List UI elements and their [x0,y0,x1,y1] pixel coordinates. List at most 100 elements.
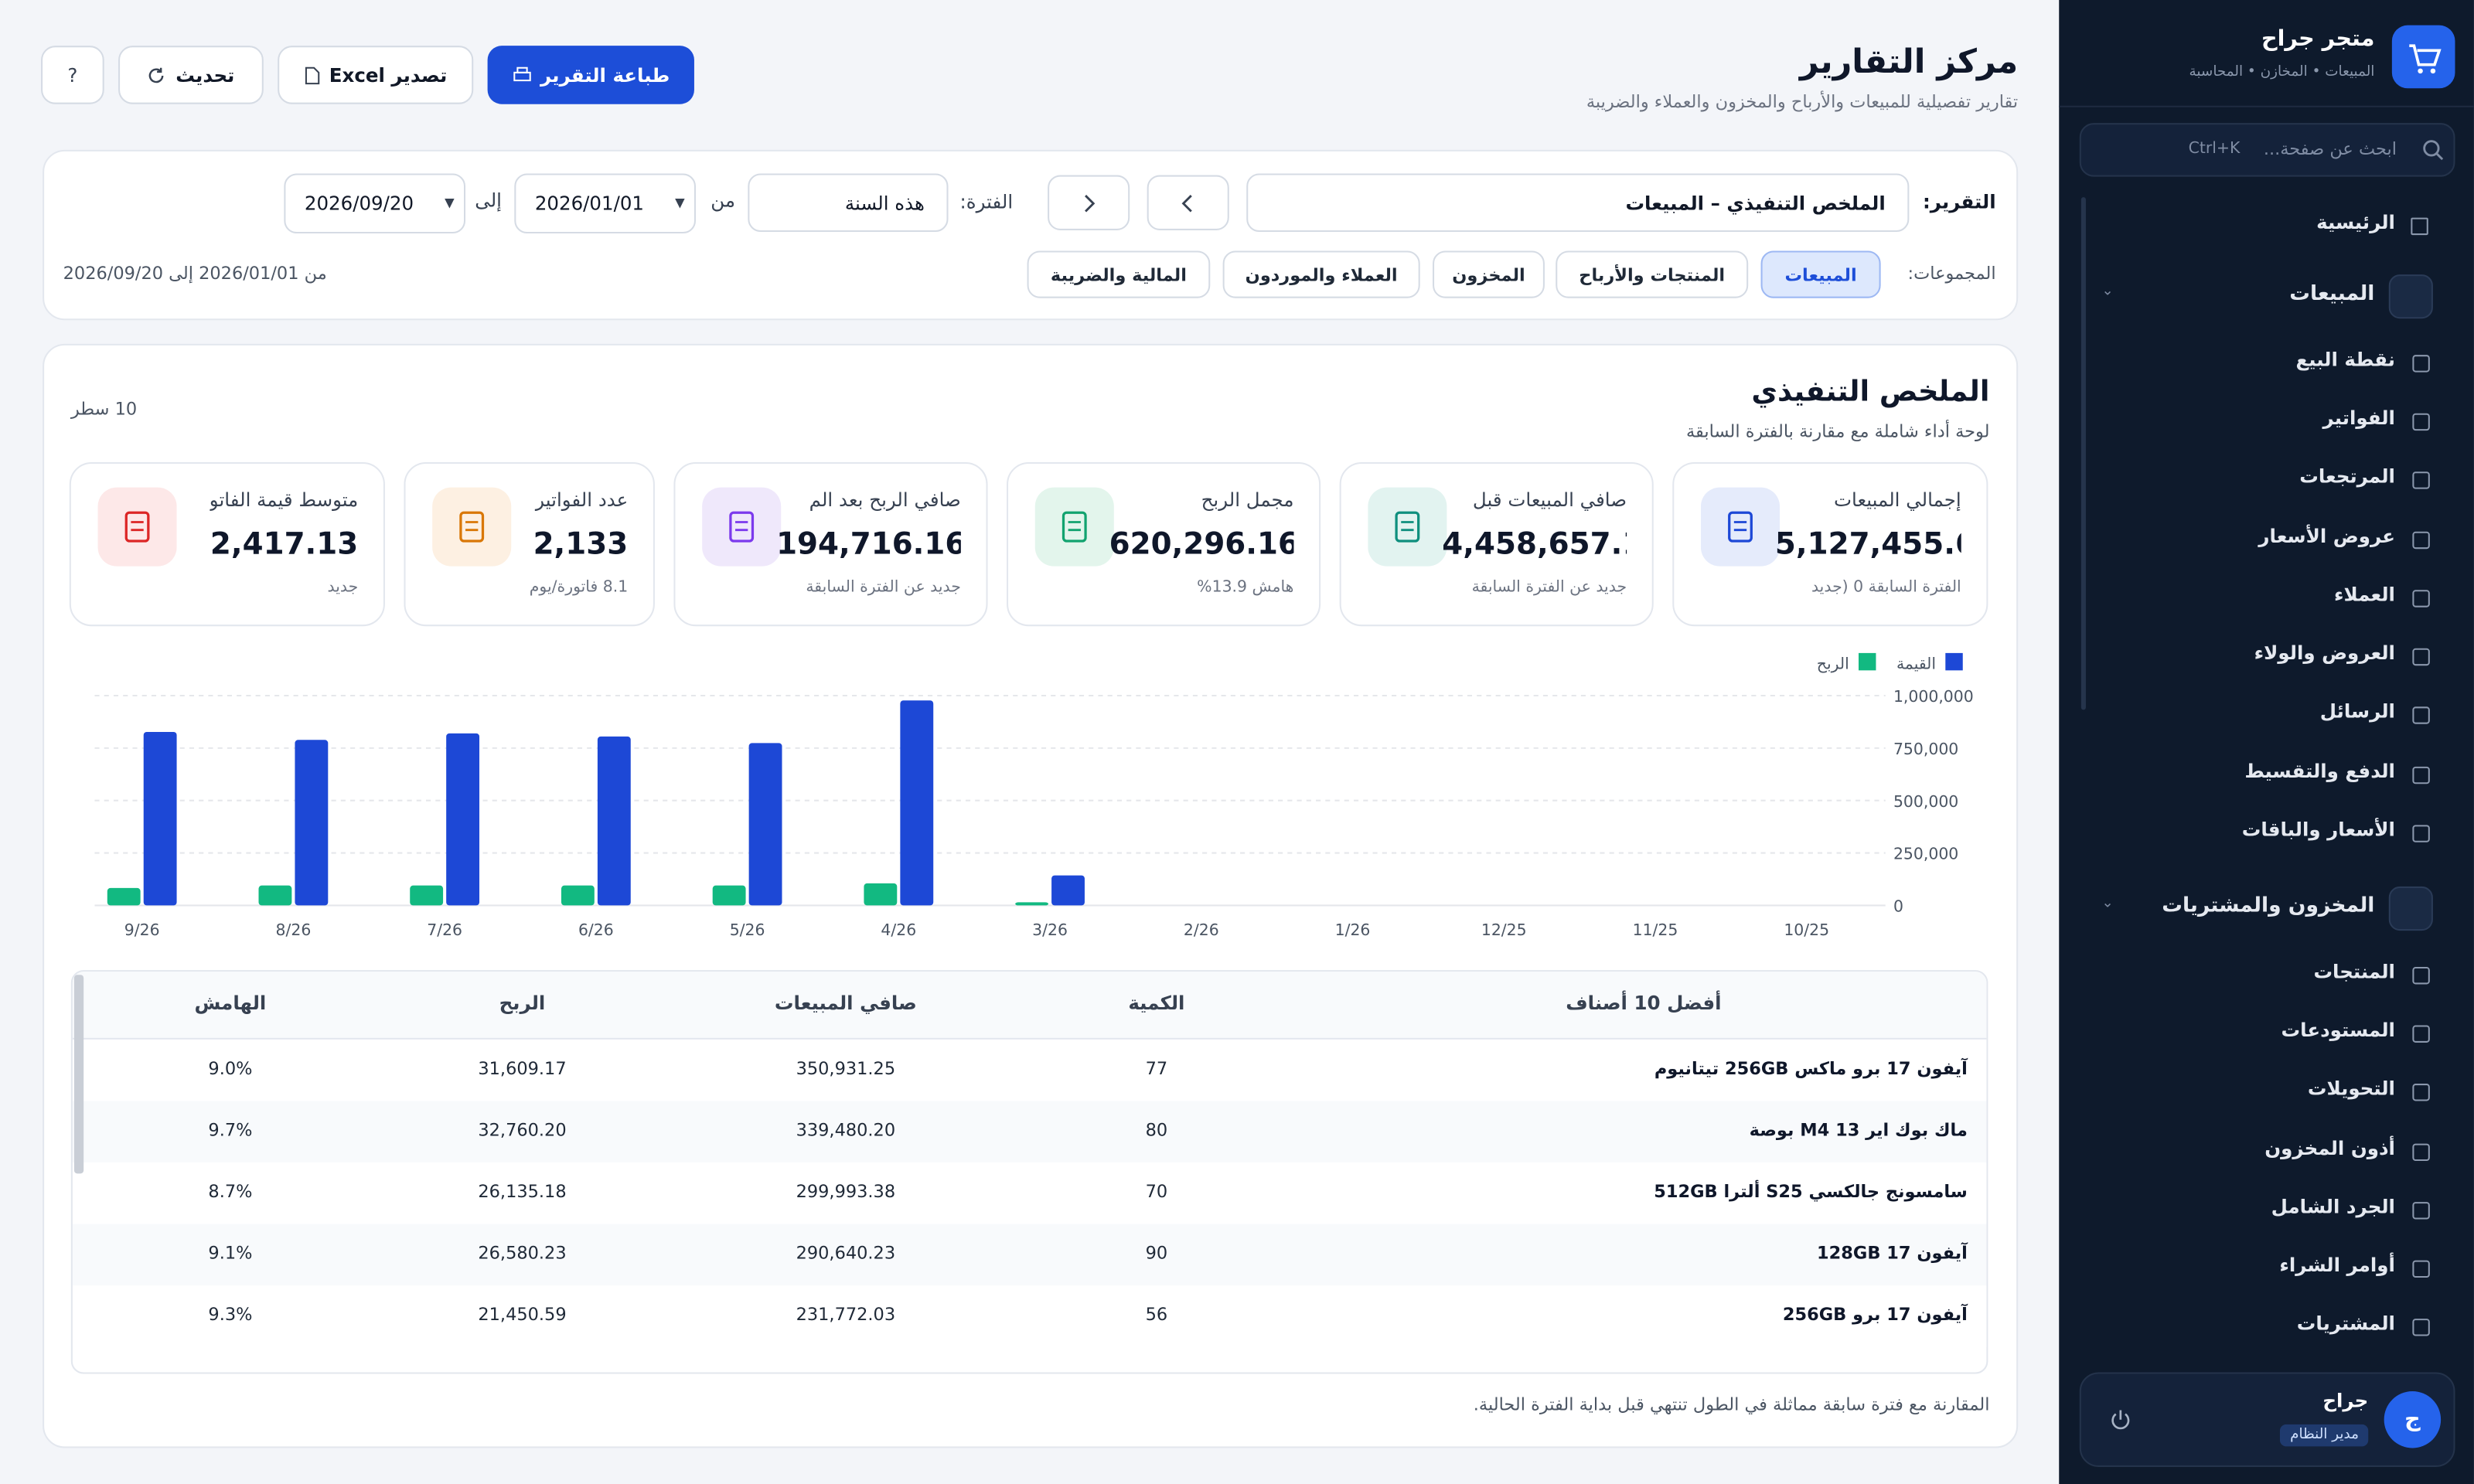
nav-item[interactable]: أذون المخزون [2264,1137,2395,1159]
nav-item[interactable]: الدفع والتقسيط [2244,760,2395,783]
group-chip[interactable]: المنتجات والأرباح [1556,250,1749,298]
bar-chart: 0 250,000 500,000 750,000 1,000,000 10/25 11/2… [94,652,1974,939]
bar [1051,875,1085,906]
search-box[interactable]: ابحث عن صفحة... Ctrl+K [2079,123,2455,177]
nav-item[interactable]: المخزون والمشتريات [2162,894,2375,918]
table-row [72,1285,1987,1347]
nav-item[interactable]: التحويلات [2307,1077,2395,1100]
kpi-glyph [459,511,485,543]
table-header-bg [72,972,1987,1040]
help-button[interactable]: ? [41,46,104,104]
cart-icon [2409,44,2442,74]
x-tick-label: 9/26 [124,921,160,939]
nav-item[interactable]: العملاء [2333,584,2395,606]
table-cell: 21,450.59 [478,1304,567,1326]
nav-item[interactable]: المشتريات [2296,1312,2395,1335]
sidebar: متجر جراح المبيعات • المخازن • المحاسبة … [2059,0,2474,1484]
from-date[interactable]: 2026/01/01 ▼ [514,173,696,234]
y-tick-label: 750,000 [1893,740,1958,758]
nav-item[interactable]: المرتجعات [2299,465,2395,488]
x-tick-label: 12/25 [1481,921,1527,939]
group-chip[interactable]: المالية والضريبة [1027,250,1211,298]
kpi-glyph [124,511,150,543]
nav-icon [2412,471,2430,489]
table-cell: 299,993.38 [796,1181,896,1203]
period-input[interactable]: هذه السنة [748,173,949,232]
section-title: الملخص التنفيذي [1751,375,1990,409]
nav-item[interactable]: العروض والولاء [2254,642,2395,665]
nav-icon [2412,825,2430,842]
kpi-card: صافي المبيعات قبل 4,458,657.19 جديد عن الف… [1339,461,1654,627]
kpi-icon [97,487,177,567]
nav-icon [2412,706,2430,724]
export-button[interactable]: تصدير Excel [278,46,474,104]
nav-item[interactable]: الرئيسية [2316,211,2395,234]
bar [597,736,631,906]
nav-item[interactable]: المنتجات [2313,960,2395,983]
print-label: طباعة التقرير [540,63,670,87]
nav-item[interactable]: الأسعار والباقات [2241,819,2395,841]
nav-item[interactable]: أوامر الشراء [2279,1254,2395,1277]
x-tick-label: 1/26 [1335,921,1371,939]
nav-item[interactable]: عروض الأسعار [2258,525,2395,548]
kpi-value: 620,296.16 [1109,526,1294,562]
rows-count: 10 سطر [70,399,138,420]
table-cell: 26,580.23 [478,1243,567,1264]
dropdown-caret: ▼ [675,196,685,210]
section-subtitle: لوحة أداء شاملة مع مقارنة بالفترة السابق… [1686,420,1990,442]
bar [900,700,934,906]
chevron: ⌄ [2101,896,2114,912]
nav-item[interactable]: الرسائل [2319,700,2395,723]
refresh-button[interactable]: تحديث [118,46,264,104]
logout-icon[interactable] [2110,1408,2132,1431]
nav-icon [2412,355,2430,373]
nav-item[interactable]: المستودعات [2281,1019,2395,1041]
group-chip[interactable]: العملاء والموردون [1222,250,1420,298]
prev-button[interactable] [1147,175,1229,230]
to-date-value: 2026/09/20 [304,192,414,215]
period-label: الفترة: [959,190,1014,213]
kpi-glyph [1728,511,1753,543]
nav-icon [2412,648,2430,666]
bar [295,740,329,906]
table-cell: 350,931.25 [796,1058,896,1079]
bar [561,885,595,906]
nav-item[interactable]: نقطة البيع [2295,349,2395,371]
y-tick-label: 0 [1893,897,1903,916]
legend-swatch [1945,652,1963,671]
nav-icon [2412,1260,2430,1278]
nav-item[interactable]: الفواتير [2322,407,2395,430]
x-tick-label: 3/26 [1032,921,1068,939]
kpi-icon [1700,487,1781,567]
next-button[interactable] [1048,175,1130,230]
table-cell: ماك بوك اير 13 M4 بوصة [1749,1119,1968,1141]
column-header: الهامش [194,992,267,1015]
bar [446,733,480,906]
nav-group-icon [2388,274,2433,319]
search-icon [2423,140,2444,161]
group-chip[interactable]: المبيعات [1760,250,1881,298]
print-button[interactable]: طباعة التقرير [487,46,694,104]
table: أفضل 10 أصناف الكمية صافي المبيعات الربح اله… [70,970,1988,1374]
group-chip[interactable]: المخزون [1433,250,1545,298]
refresh-icon [149,66,165,83]
groups-label: المجموعات: [1907,263,1996,284]
nav-item[interactable]: الجرد الشامل [2271,1195,2395,1218]
avatar: ج [2384,1390,2442,1448]
nav-item[interactable]: المبيعات [2289,282,2375,306]
to-date[interactable]: 2026/09/20 ▼ [284,173,466,234]
from-label: من [711,189,736,212]
table-body: أفضل 10 أصناف الكمية صافي المبيعات الربح اله… [72,972,1987,1372]
bar [712,885,746,906]
table-row [72,1039,1987,1101]
report-select[interactable]: الملخص التنفيذي – المبيعات [1246,173,1910,232]
kpi-label: صافي المبيعات قبل [1472,488,1627,512]
page-subtitle: تقارير تفصيلية للمبيعات والأرباح والمخزو… [1586,91,2019,112]
nav-icon [2412,531,2430,550]
table-cell: 339,480.20 [796,1119,896,1141]
nav-icon [2412,1202,2430,1220]
table-cell: 70 [1145,1181,1168,1203]
y-tick-label: 250,000 [1893,845,1958,863]
user-card[interactable]: ج جراح مدير النظام [2079,1372,2455,1467]
